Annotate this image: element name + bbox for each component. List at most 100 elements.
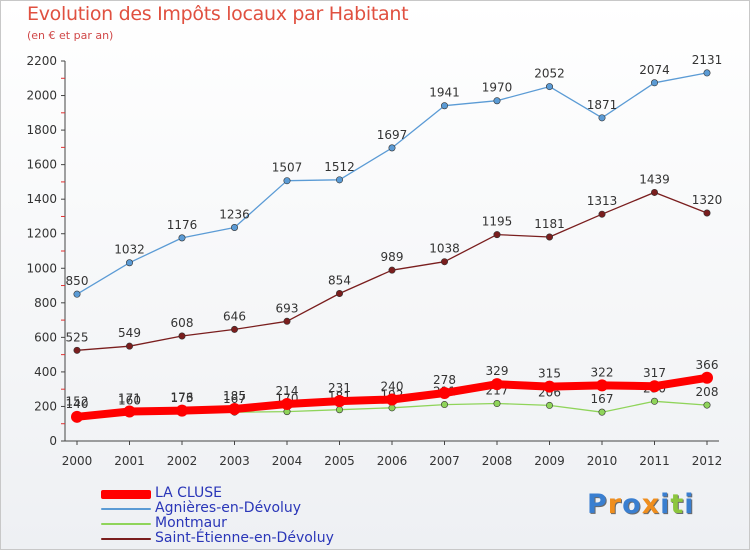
data-label-0: 231 (328, 381, 351, 395)
data-label-0: 278 (433, 373, 456, 387)
data-label-0: 315 (538, 367, 561, 381)
legend-swatch-agnieres (101, 508, 151, 510)
data-label-3: 1320 (692, 193, 723, 207)
data-label-1: 1032 (114, 243, 145, 257)
data-label-3: 1439 (639, 172, 670, 186)
data-point-1 (178, 234, 186, 242)
data-point-2 (703, 401, 711, 409)
data-point-0 (228, 403, 241, 416)
x-tick-label: 2009 (534, 454, 565, 468)
data-label-0: 329 (486, 364, 509, 378)
data-point-1 (283, 177, 291, 185)
legend-swatch-la-cluse (101, 490, 151, 499)
chart-title: Evolution des Impôts locaux par Habitant (27, 3, 409, 25)
data-label-2: 167 (591, 392, 614, 406)
data-point-2 (335, 406, 343, 414)
data-label-3: 854 (328, 273, 351, 287)
y-tick-label: 200 (34, 399, 57, 413)
data-point-1 (440, 102, 448, 110)
data-point-3 (650, 188, 658, 196)
data-label-3: 525 (66, 330, 89, 344)
data-point-1 (73, 290, 81, 298)
data-point-0 (176, 404, 188, 417)
data-point-0 (71, 410, 83, 423)
proxiti-logo: Proxiti (587, 489, 695, 520)
data-point-0 (543, 380, 556, 393)
data-point-1 (545, 83, 553, 91)
x-tick-label: 2000 (62, 454, 93, 468)
x-tick-label: 2010 (587, 454, 618, 468)
data-label-2: 208 (696, 385, 719, 399)
y-tick-label: 1800 (26, 123, 57, 137)
data-point-1 (126, 259, 134, 267)
data-label-1: 2074 (639, 63, 670, 77)
y-tick-label: 2000 (26, 89, 57, 103)
data-label-1: 2052 (534, 67, 565, 81)
data-label-0: 185 (223, 389, 246, 403)
data-point-0 (701, 371, 713, 384)
data-point-3 (231, 325, 239, 333)
x-tick-label: 2012 (692, 454, 723, 468)
x-tick-label: 2004 (272, 454, 303, 468)
data-point-1 (703, 69, 711, 77)
x-tick-label: 2001 (114, 454, 145, 468)
data-label-1: 2131 (692, 53, 723, 67)
data-point-3 (283, 317, 291, 325)
data-point-2 (440, 401, 448, 409)
x-tick-label: 2006 (377, 454, 408, 468)
x-tick-label: 2002 (167, 454, 198, 468)
data-point-0 (386, 393, 398, 406)
data-label-1: 1941 (429, 86, 460, 100)
x-tick-label: 2003 (219, 454, 250, 468)
legend-label-agnieres: Agnières-en-Dévoluy (155, 500, 302, 516)
data-point-0 (438, 386, 451, 399)
data-point-1 (335, 176, 343, 184)
data-point-3 (73, 346, 81, 354)
legend-swatch-montmaur (101, 523, 151, 525)
data-label-3: 646 (223, 309, 246, 323)
data-point-3 (126, 342, 134, 350)
data-label-0: 240 (381, 380, 404, 394)
data-label-1: 1697 (377, 128, 408, 142)
legend-label-saint-etienne: Saint-Étienne-en-Dévoluy (155, 530, 334, 546)
data-point-0 (333, 395, 346, 408)
data-label-3: 549 (118, 326, 141, 340)
data-label-0: 366 (696, 358, 719, 372)
data-label-1: 1507 (272, 161, 303, 175)
data-point-2 (493, 400, 501, 408)
data-point-3 (703, 209, 711, 217)
y-tick-label: 400 (34, 365, 57, 379)
data-point-1 (598, 114, 606, 122)
data-label-2: 152 (66, 395, 89, 409)
data-point-1 (493, 97, 501, 105)
data-point-1 (650, 79, 658, 87)
x-tick-label: 2007 (429, 454, 460, 468)
data-point-1 (231, 224, 239, 232)
data-point-1 (388, 144, 396, 152)
data-point-2 (545, 401, 553, 409)
data-label-0: 214 (276, 384, 299, 398)
data-label-3: 608 (171, 316, 194, 330)
data-label-1: 850 (66, 274, 89, 288)
y-tick-label: 1200 (26, 227, 57, 241)
data-label-0: 317 (643, 366, 666, 380)
y-tick-label: 1400 (26, 192, 57, 206)
data-label-2: 167 (223, 392, 246, 406)
data-label-2: 173 (171, 391, 194, 405)
data-point-0 (123, 405, 136, 418)
legend-label-la-cluse: LA CLUSE (155, 485, 223, 501)
data-label-3: 989 (381, 250, 404, 264)
chart-subtitle: (en € et par an) (27, 29, 114, 42)
y-tick-label: 0 (49, 434, 57, 448)
data-point-3 (493, 231, 501, 239)
data-point-3 (598, 210, 606, 218)
x-tick-label: 2011 (639, 454, 670, 468)
legend-label-montmaur: Montmaur (155, 515, 227, 531)
data-point-3 (440, 258, 448, 266)
data-label-1: 1970 (482, 81, 513, 95)
y-tick-label: 2200 (26, 54, 57, 68)
legend-swatch-saint-etienne (101, 538, 151, 540)
data-label-1: 1871 (587, 98, 618, 112)
data-point-3 (178, 332, 186, 340)
y-tick-label: 1000 (26, 261, 57, 275)
